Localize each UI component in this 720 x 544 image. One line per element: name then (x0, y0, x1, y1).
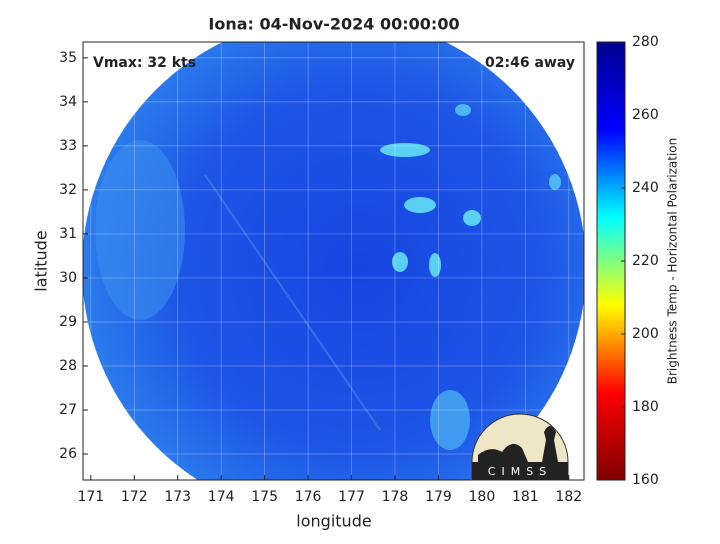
bright-spot (463, 210, 481, 226)
colorbar-tick-label: 180 (632, 399, 659, 415)
chart-title: Iona: 04-Nov-2024 00:00:00 (208, 15, 459, 34)
x-axis-label: longitude (296, 512, 371, 531)
x-tick-label: 180 (469, 489, 496, 505)
swath (83, 42, 584, 480)
y-tick-label: 32 (59, 182, 77, 198)
colorbar-tick-label: 200 (632, 326, 659, 342)
colorbar-tick-label: 220 (632, 253, 659, 269)
colorbar-tick-label: 280 (632, 34, 659, 50)
x-tick-label: 175 (251, 489, 278, 505)
colorbar-tick-label: 160 (632, 472, 659, 488)
x-tick-label: 174 (208, 489, 235, 505)
y-tick-label: 26 (59, 446, 77, 462)
y-tick-label: 33 (59, 138, 77, 154)
x-tick-label: 181 (512, 489, 539, 505)
y-tick-label: 28 (59, 358, 77, 374)
colorbar (596, 41, 626, 481)
bright-spot (392, 252, 408, 272)
x-tick-label: 171 (77, 489, 104, 505)
annotation: 02:46 away (485, 55, 575, 71)
bright-spot (429, 253, 441, 277)
swath-seam (204, 174, 381, 431)
swath-feature (95, 140, 185, 320)
bright-spot (404, 197, 436, 213)
y-tick-label: 31 (59, 226, 77, 242)
x-tick-label: 173 (164, 489, 191, 505)
colorbar-label: Brightness Temp - Horizontal Polarizatio… (666, 138, 680, 385)
image (83, 42, 584, 480)
bright-spot (430, 390, 470, 450)
bright-spot (549, 174, 561, 190)
logo-band (472, 462, 568, 480)
grid (83, 42, 584, 480)
logo: CIMSS (471, 413, 569, 481)
bright-spot (455, 104, 471, 116)
plot-frame (82, 41, 585, 481)
x-tick-label: 177 (338, 489, 365, 505)
x-tick-label: 172 (121, 489, 148, 505)
logo-tower (542, 426, 558, 462)
y-tick-label: 29 (59, 314, 77, 330)
colorbar-tick-label: 260 (632, 107, 659, 123)
x-tick-label: 178 (382, 489, 409, 505)
x-tick-label: 176 (295, 489, 322, 505)
y-tick-label: 35 (59, 50, 77, 66)
bright-spot (380, 143, 430, 157)
x-tick-label: 182 (555, 489, 582, 505)
y-tick-label: 34 (59, 94, 77, 110)
x-tick-label: 179 (425, 489, 452, 505)
y-tick-label: 27 (59, 402, 77, 418)
y-tick-label: 30 (59, 270, 77, 286)
annotation: Vmax: 32 kts (93, 55, 196, 71)
y-axis-label: latitude (32, 230, 51, 291)
logo-text: CIMSS (488, 465, 552, 478)
colorbar-tick-label: 240 (632, 180, 659, 196)
logo-dish (478, 443, 528, 462)
